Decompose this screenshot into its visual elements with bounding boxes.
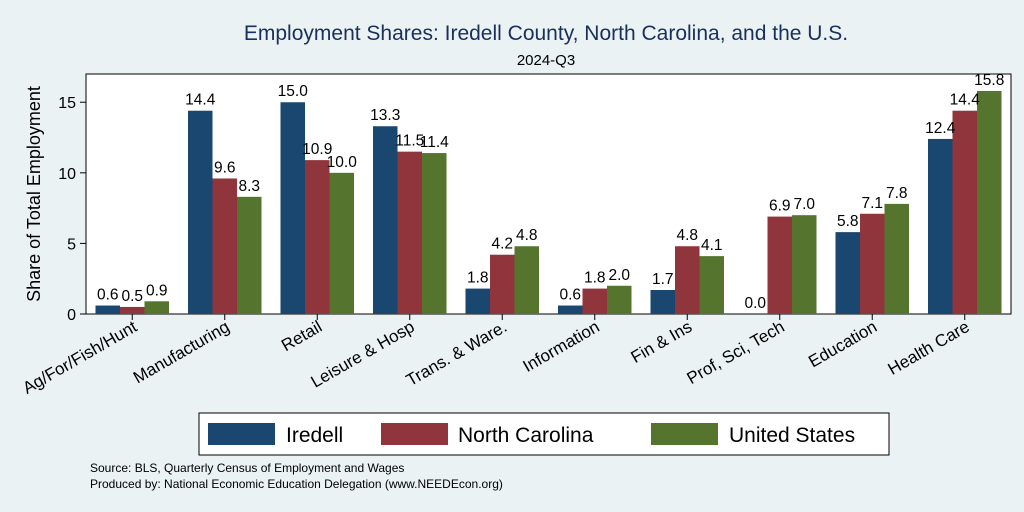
bar-north-carolina-9	[952, 110, 977, 315]
bar-north-carolina-2	[305, 160, 330, 314]
bar-united-states-0	[144, 301, 169, 314]
chart-subtitle: 2024-Q3	[517, 52, 575, 69]
value-label: 11.5	[395, 133, 424, 150]
value-label: 12.4	[925, 120, 956, 137]
y-axis: 0 5 10 15	[58, 95, 86, 324]
bar-iredell-0	[95, 305, 120, 314]
y-tick-label: 5	[67, 236, 76, 253]
bar-north-carolina-7	[767, 216, 792, 314]
value-label: 4.8	[516, 227, 538, 244]
value-label: 7.0	[793, 196, 815, 213]
value-label: 4.2	[491, 236, 513, 253]
bar-united-states-2	[329, 172, 354, 314]
legend-swatch-iredell	[208, 423, 275, 445]
legend: Iredell North Carolina United States	[198, 412, 890, 456]
value-labels-group: 0.6 0.5 0.914.49.68.315.010.910.013.311.51…	[97, 72, 1004, 312]
value-label: 7.8	[886, 185, 908, 202]
bar-iredell-2	[280, 102, 305, 315]
bar-iredell-5	[558, 305, 583, 314]
bar-united-states-6	[699, 256, 724, 314]
y-tick-label: 10	[58, 166, 76, 183]
legend-label: United States	[729, 424, 855, 447]
bar-iredell-8	[835, 232, 860, 314]
value-label: 14.4	[185, 92, 216, 109]
bar-north-carolina-8	[860, 213, 885, 314]
y-axis-label: Share of Total Employment	[24, 86, 44, 302]
value-label: 10.0	[327, 154, 358, 171]
value-label: 13.3	[370, 107, 400, 124]
value-label: 1.8	[467, 270, 489, 287]
y-tick-label: 15	[58, 95, 76, 112]
value-label: 15.8	[974, 72, 1004, 89]
bar-iredell-6	[650, 290, 675, 314]
x-tick-label: Trans. & Ware.	[403, 317, 510, 390]
bar-united-states-8	[884, 203, 909, 314]
bar-north-carolina-5	[582, 288, 607, 314]
bar-iredell-3	[373, 126, 398, 315]
bar-north-carolina-0	[120, 306, 145, 314]
bar-iredell-4	[465, 288, 490, 314]
produced-by-note: Produced by: National Economic Education…	[90, 477, 503, 491]
value-label: 4.1	[701, 237, 723, 254]
x-tick-label: Health Care	[885, 317, 973, 379]
bar-iredell-1	[188, 110, 213, 315]
x-tick-label: Information	[520, 317, 603, 376]
value-label: 0.6	[559, 287, 581, 304]
bars-group	[95, 90, 1002, 315]
bar-united-states-4	[514, 246, 539, 314]
bar-iredell-9	[928, 138, 953, 314]
value-label: 0.0	[744, 295, 766, 312]
value-label: 4.8	[676, 227, 698, 244]
value-label: 0.5	[121, 288, 143, 305]
value-label: 9.6	[214, 159, 236, 176]
legend-swatch-united-states	[651, 423, 718, 445]
value-label: 1.8	[584, 270, 606, 287]
value-label: 2.0	[608, 267, 630, 284]
bar-north-carolina-6	[675, 246, 700, 314]
bar-united-states-9	[977, 90, 1002, 314]
value-label: 11.4	[420, 134, 449, 151]
x-tick-label: Retail	[278, 317, 325, 355]
value-label: 5.8	[837, 213, 859, 230]
bar-north-carolina-3	[397, 151, 422, 314]
bar-united-states-1	[237, 196, 262, 314]
value-label: 0.6	[97, 287, 119, 304]
y-tick-label: 0	[67, 307, 76, 324]
value-label: 14.4	[950, 92, 981, 109]
value-label: 6.9	[769, 198, 791, 215]
value-label: 7.1	[861, 195, 883, 212]
value-label: 0.9	[146, 282, 168, 299]
legend-label: North Carolina	[458, 424, 594, 447]
x-tick-label: Leisure & Hosp	[308, 317, 418, 392]
legend-swatch-north-carolina	[381, 423, 448, 445]
legend-box	[198, 412, 890, 456]
bar-north-carolina-1	[212, 178, 237, 314]
value-label: 1.7	[652, 271, 674, 288]
bar-united-states-7	[792, 215, 817, 314]
x-tick-label: Prof, Sci, Tech	[684, 317, 788, 388]
x-tick-label: Manufacturing	[130, 317, 233, 387]
x-tick-label: Education	[805, 317, 880, 371]
chart-title: Employment Shares: Iredell County, North…	[244, 22, 848, 45]
value-label: 15.0	[278, 83, 309, 100]
x-tick-label: Ag/For/Fish/Hunt	[19, 317, 140, 398]
value-label: 10.9	[302, 141, 332, 158]
source-note: Source: BLS, Quarterly Census of Employm…	[90, 461, 404, 475]
bar-united-states-5	[607, 285, 632, 314]
value-label: 8.3	[238, 178, 260, 195]
bar-north-carolina-4	[490, 254, 515, 314]
bar-united-states-3	[422, 153, 447, 314]
x-tick-label: Fin & Ins	[628, 317, 696, 367]
legend-label: Iredell	[286, 424, 343, 447]
